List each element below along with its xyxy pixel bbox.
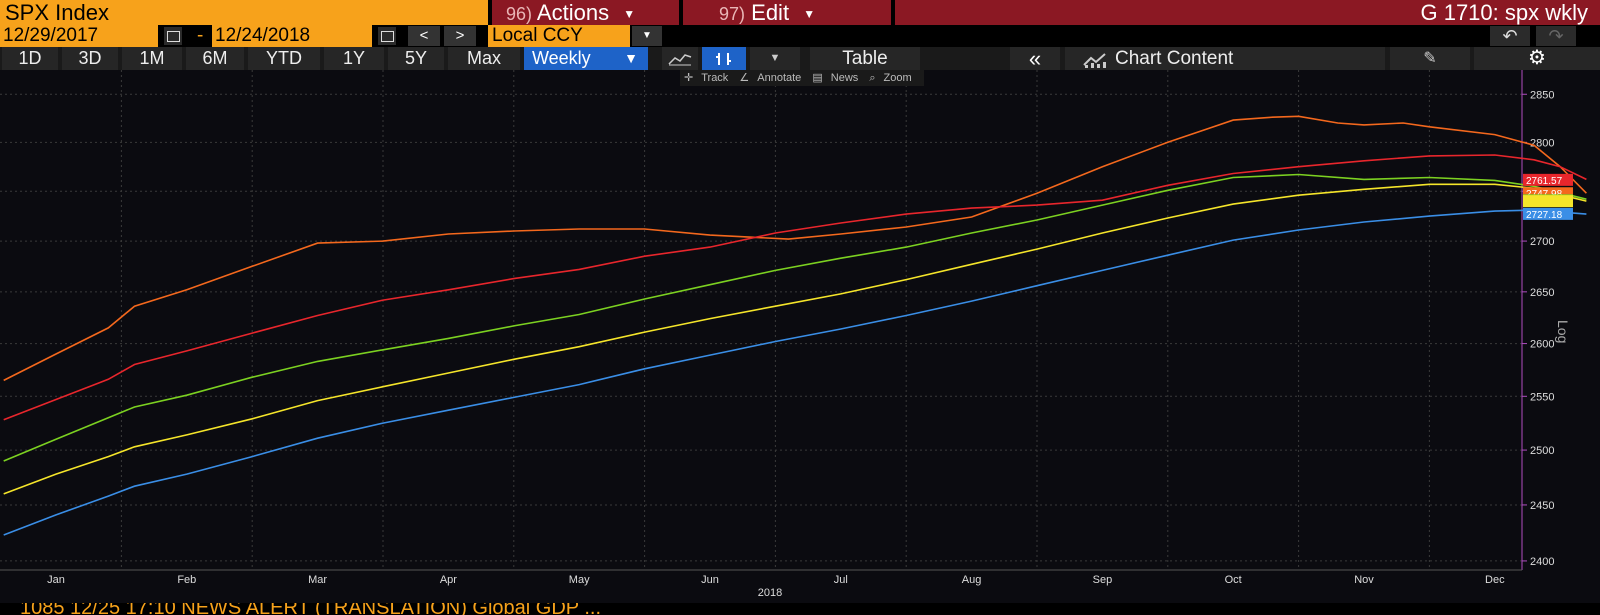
x-tick-label: Nov	[1354, 574, 1374, 586]
actions-num: 96)	[506, 4, 533, 24]
series-line-3	[3, 183, 1587, 495]
news-ticker-text: 1085 12/25 17:10 NEWS ALERT (TRANSLATION…	[20, 603, 601, 615]
chart-toolbar: 1D 3D 1M 6M YTD 1Y 5Y Max Weekly ▼ ▼ Tab…	[0, 47, 1600, 70]
edit-num: 97)	[719, 4, 746, 24]
pencil-icon[interactable]: ∠	[739, 72, 750, 84]
date-range-bar: 12/29/2017 - 12/24/2018 < > Local CCY ▼ …	[0, 25, 1600, 47]
x-tick-label: Jan	[47, 574, 65, 586]
next-period-button[interactable]: >	[444, 26, 476, 46]
y-tick-label: 2650	[1530, 287, 1554, 299]
series-line-4	[3, 209, 1587, 536]
chevron-down-icon: ▼	[623, 6, 636, 21]
start-date-input[interactable]: 12/29/2017	[0, 25, 158, 47]
gear-icon[interactable]: ⚙	[1474, 47, 1600, 70]
chart-content-label: Chart Content	[1115, 48, 1234, 69]
y-tick-label: 2400	[1530, 556, 1554, 568]
period-5y[interactable]: 5Y	[388, 47, 444, 70]
calendar-icon[interactable]	[164, 27, 182, 45]
chart-content-icon	[1083, 51, 1107, 74]
chevron-down-icon[interactable]: ▼	[632, 26, 662, 46]
title-band	[895, 0, 1600, 25]
x-tick-label: Dec	[1485, 574, 1505, 586]
period-1m[interactable]: 1M	[122, 47, 182, 70]
last-value-label: 2727.18	[1526, 210, 1563, 221]
x-tick-label: Jul	[834, 574, 848, 586]
line-chart-icon[interactable]	[662, 47, 698, 70]
news-tool[interactable]: News	[830, 72, 859, 84]
period-max[interactable]: Max	[448, 47, 520, 70]
annotate-tool[interactable]: Annotate	[757, 72, 802, 84]
period-ytd[interactable]: YTD	[248, 47, 320, 70]
x-tick-label: Feb	[177, 574, 196, 586]
collapse-icon[interactable]: «	[1010, 47, 1060, 70]
currency-select[interactable]: Local CCY	[488, 25, 630, 47]
chart-content-button[interactable]: Chart Content	[1065, 47, 1385, 70]
x-tick-label: Sep	[1093, 574, 1113, 586]
last-value-tag	[1523, 195, 1573, 208]
chart-tools-bar: ✛ Track ∠ Annotate ▤ News ⌕ Zoom	[680, 70, 924, 86]
actions-label: Actions	[536, 0, 610, 25]
news-ticker[interactable]: 1085 12/25 17:10 NEWS ALERT (TRANSLATION…	[0, 603, 1600, 615]
period-1d[interactable]: 1D	[2, 47, 58, 70]
calendar-icon[interactable]	[378, 27, 396, 45]
chevron-down-icon: ▼	[624, 50, 638, 66]
series-line-1	[3, 154, 1587, 421]
edit-menu[interactable]: 97) Edit ▼	[683, 0, 891, 25]
track-tool[interactable]: Track	[701, 72, 729, 84]
edit-pencil-icon[interactable]: ✎	[1390, 47, 1470, 70]
x-tick-label: Apr	[440, 574, 457, 586]
x-tick-label: Jun	[701, 574, 719, 586]
period-1y[interactable]: 1Y	[324, 47, 384, 70]
end-date-input[interactable]: 12/24/2018	[212, 25, 372, 47]
series-line-0	[3, 115, 1587, 382]
y-tick-label: 2600	[1530, 339, 1554, 351]
last-value-tag	[1523, 173, 1573, 186]
redo-icon[interactable]: ↷	[1536, 26, 1576, 46]
y-tick-label: 2500	[1530, 445, 1554, 457]
x-tick-label: Mar	[308, 574, 327, 586]
x-tick-label: Aug	[962, 574, 982, 586]
period-3d[interactable]: 3D	[62, 47, 118, 70]
chevron-down-icon[interactable]: ▼	[750, 47, 800, 70]
y-tick-label: 2800	[1530, 137, 1554, 149]
zoom-icon[interactable]: ⌕	[869, 72, 876, 84]
y-tick-label: 2450	[1530, 500, 1554, 512]
series-line-2	[3, 173, 1587, 462]
bar-chart-icon[interactable]	[702, 47, 746, 70]
news-icon[interactable]: ▤	[812, 72, 823, 84]
page-title: G 1710: spx wkly	[1420, 0, 1588, 25]
title-bar: SPX Index 96) Actions ▼ 97) Edit ▼ G 171…	[0, 0, 1600, 25]
prev-period-button[interactable]: <	[408, 26, 440, 46]
line-chart[interactable]: 2400245025002550260026502700275028002850…	[0, 70, 1600, 603]
undo-icon[interactable]: ↶	[1490, 26, 1530, 46]
table-button[interactable]: Table	[810, 47, 920, 70]
x-tick-label: May	[569, 574, 590, 586]
y-tick-label: 2850	[1530, 89, 1554, 101]
frequency-select[interactable]: Weekly ▼	[524, 47, 648, 70]
y-axis-label: Log	[1555, 320, 1571, 343]
last-value-tag	[1523, 207, 1573, 220]
range-separator: -	[197, 25, 204, 46]
y-tick-label: 2700	[1530, 236, 1554, 248]
edit-label: Edit	[751, 0, 790, 25]
crosshair-icon[interactable]: ✛	[684, 72, 694, 84]
y-tick-label: 2550	[1530, 391, 1554, 403]
period-6m[interactable]: 6M	[186, 47, 244, 70]
actions-menu[interactable]: 96) Actions ▼	[492, 0, 679, 25]
frequency-label: Weekly	[532, 48, 591, 68]
last-value-label: 2761.57	[1526, 176, 1563, 187]
chevron-down-icon: ▼	[803, 6, 816, 21]
zoom-tool[interactable]: Zoom	[883, 72, 912, 84]
security-field[interactable]: SPX Index	[0, 0, 488, 25]
x-axis-label: 2018	[758, 587, 782, 599]
x-tick-label: Oct	[1225, 574, 1242, 586]
